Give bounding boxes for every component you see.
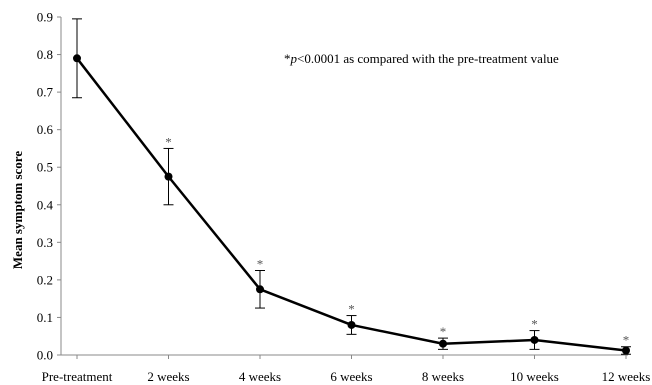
significance-marker: *	[623, 333, 630, 348]
data-point	[530, 335, 539, 344]
y-axis-label: Mean symptom score	[10, 151, 25, 269]
data-point	[622, 346, 630, 355]
x-axis: Pre-treatment 2 weeks 4 weeks 6 weeks 8 week…	[42, 354, 651, 384]
x-tick-label: 2 weeks	[147, 369, 189, 384]
data-point	[256, 285, 264, 294]
y-tick-label: 0.4	[37, 197, 54, 212]
y-tick-label: 0.7	[37, 85, 54, 100]
significance-note-p: p	[290, 51, 298, 66]
significance-marker: *	[348, 302, 355, 317]
x-tick-label: 4 weeks	[239, 369, 281, 384]
data-point	[439, 339, 447, 348]
series-layer: * * * * * *	[72, 18, 631, 355]
y-tick-label: 0.0	[37, 348, 53, 363]
significance-marker: *	[165, 134, 172, 149]
y-tick-label: 0.5	[37, 160, 53, 175]
x-tick-label: 12 weeks	[602, 369, 651, 384]
y-tick-label: 0.6	[37, 122, 54, 137]
x-tick-label: 8 weeks	[422, 369, 464, 384]
significance-note-text: <0.0001 as compared with the pre-treatme…	[297, 51, 559, 66]
y-tick-label: 0.2	[37, 272, 53, 287]
data-point	[347, 320, 356, 329]
significance-marker: *	[440, 324, 447, 339]
y-tick-label: 0.8	[37, 47, 53, 62]
y-tick-label: 0.1	[37, 310, 53, 325]
x-tick-label: 10 weeks	[510, 369, 559, 384]
y-tick-label: 0.9	[37, 10, 53, 25]
significance-marker: *	[257, 257, 264, 272]
significance-note-marker: *	[284, 51, 291, 66]
data-point	[73, 54, 81, 63]
significance-marker: *	[531, 317, 538, 332]
x-tick-label: 6 weeks	[330, 369, 372, 384]
y-tick-label: 0.3	[37, 235, 53, 250]
y-axis: 0.0 0.1 0.2 0.3 0.4 0.5 0.6 0.7 0.8 0.9	[37, 10, 62, 363]
x-tick-label: Pre-treatment	[42, 369, 113, 384]
significance-note: *p<0.0001 as compared with the pre-treat…	[284, 51, 559, 66]
data-point	[164, 172, 173, 181]
